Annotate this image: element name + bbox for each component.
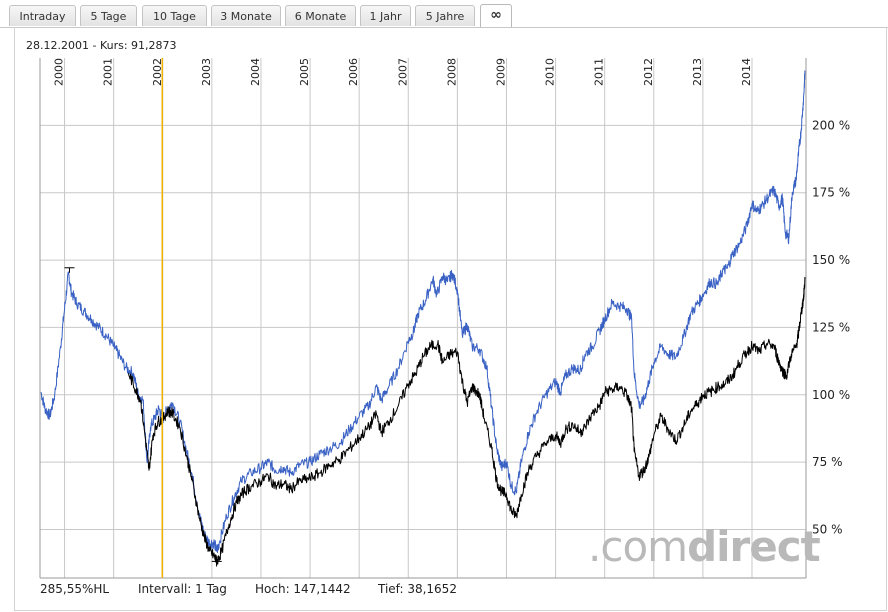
x-tick-label: 2005 (298, 58, 311, 86)
x-tick-label: 2013 (691, 58, 704, 86)
x-tick-label: 2010 (544, 58, 557, 86)
x-tick-label: 2012 (642, 58, 655, 86)
period-tabbar (0, 0, 888, 28)
interval-label: Intervall: 1 Tag (138, 582, 227, 596)
y-tick-label: 50 % (812, 523, 843, 537)
x-tick-label: 2003 (200, 58, 213, 86)
x-tick-label: 2000 (53, 58, 66, 86)
tab-3-monate[interactable]: 3 Monate (211, 5, 281, 26)
y-tick-label: 175 % (812, 186, 850, 200)
cursor-date: 28.12.2001 (26, 39, 89, 52)
tab-10-tage[interactable]: 10 Tage (142, 5, 207, 26)
x-tick-label: 2001 (102, 58, 115, 86)
x-tick-label: 2011 (593, 58, 606, 86)
series-line-black (127, 276, 806, 567)
x-tick-label: 2006 (347, 58, 360, 86)
logo-direct: direct (687, 522, 821, 571)
high-label: Hoch: 147,1442 (255, 582, 351, 596)
tab-intraday[interactable]: Intraday (9, 5, 76, 26)
cursor-info: 28.12.2001 - Kurs: 91,2873 (26, 39, 177, 52)
tab-5-jahre[interactable]: 5 Jahre (415, 5, 475, 26)
x-tick-label: 2004 (249, 58, 262, 86)
range-percent: 285,55%HL (40, 582, 110, 596)
tab-max[interactable]: ∞ (480, 4, 512, 27)
y-tick-label: 125 % (812, 320, 850, 334)
cursor-price: Kurs: 91,2873 (99, 39, 177, 52)
x-tick-label: 2009 (494, 58, 507, 86)
y-tick-label: 150 % (812, 253, 850, 267)
x-tick-label: 2014 (740, 58, 753, 86)
comdirect-logo: .comdirect (588, 522, 821, 571)
series-line-blue (40, 70, 806, 553)
x-tick-label: 2008 (445, 58, 458, 86)
tab-1-jahr[interactable]: 1 Jahr (360, 5, 411, 26)
tab-6-monate[interactable]: 6 Monate (285, 5, 356, 26)
x-tick-label: 2007 (396, 58, 409, 86)
y-tick-label: 100 % (812, 388, 850, 402)
y-tick-label: 200 % (812, 118, 850, 132)
cursor-separator: - (88, 39, 100, 52)
x-tick-label: 2002 (151, 58, 164, 86)
y-tick-label: 75 % (812, 455, 843, 469)
chart-frame (14, 27, 887, 611)
tab-5-tage[interactable]: 5 Tage (80, 5, 137, 26)
logo-com: .com (588, 522, 688, 571)
low-label: Tief: 38,1652 (378, 582, 457, 596)
